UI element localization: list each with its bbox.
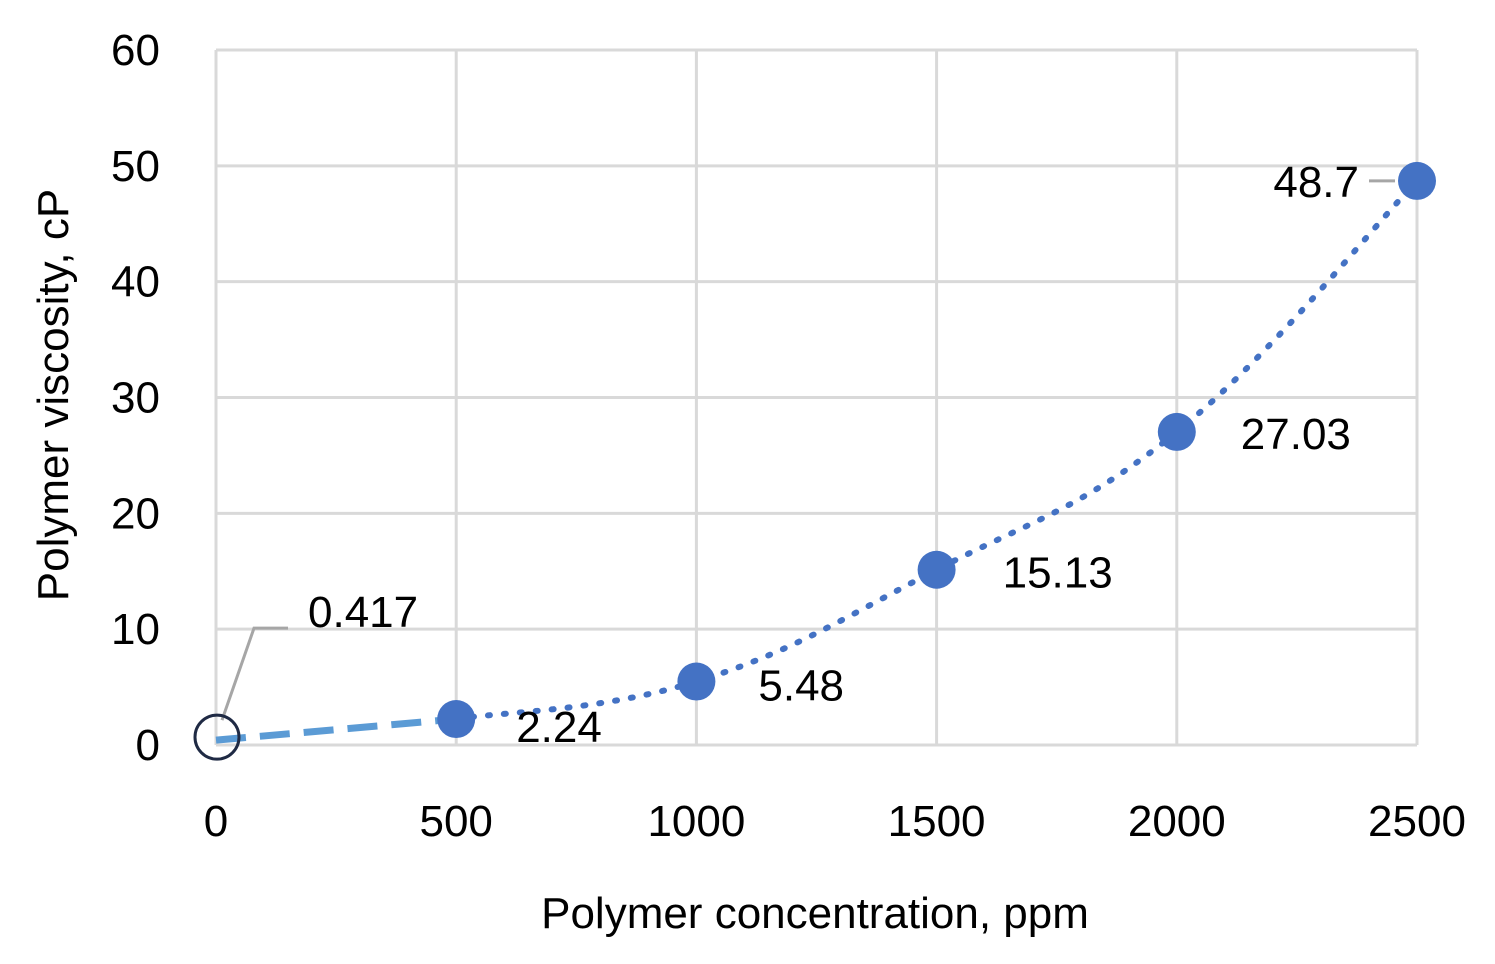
- y-tick-label: 10: [111, 605, 160, 654]
- y-axis-title: Polymer viscosity, cP: [29, 189, 78, 601]
- data-point: [917, 550, 956, 589]
- data-label: 2.24: [516, 703, 602, 752]
- y-tick-label: 50: [111, 142, 160, 191]
- series-line-dashed: [215, 715, 457, 744]
- y-tick-label: 30: [111, 374, 160, 423]
- data-label: 48.7: [1273, 158, 1359, 207]
- highlight-circle: [193, 713, 241, 761]
- x-tick-label: 2000: [1128, 797, 1226, 846]
- data-label: 5.48: [758, 662, 844, 711]
- data-labels: 0.417 2.24 5.48 15.13 27.03 48.7: [308, 158, 1359, 752]
- x-tick-label: 1000: [647, 797, 745, 846]
- data-point: [437, 700, 476, 739]
- y-tick-label: 0: [136, 721, 160, 770]
- grid: [214, 48, 1419, 747]
- y-tick-label: 60: [111, 26, 160, 75]
- data-label: 27.03: [1241, 410, 1351, 459]
- data-points: [193, 161, 1436, 761]
- y-tick-label: 20: [111, 489, 160, 538]
- series-lines: [215, 177, 1420, 744]
- x-tick-label: 2500: [1368, 797, 1466, 846]
- tick-labels: 0 10 20 30 40 50 60 0 500 1000 1500 2000 2500: [111, 26, 1466, 846]
- data-label: 15.13: [1003, 549, 1113, 598]
- x-tick-label: 500: [419, 797, 492, 846]
- x-axis-title: Polymer concentration, ppm: [541, 889, 1089, 938]
- data-point: [677, 662, 716, 701]
- data-point: [1157, 412, 1196, 451]
- data-point: [1398, 161, 1436, 200]
- leader-line: [220, 626, 288, 721]
- data-label: 0.417: [308, 588, 418, 637]
- y-tick-label: 40: [111, 258, 160, 307]
- x-tick-label: 1500: [888, 797, 986, 846]
- x-tick-label: 0: [204, 797, 228, 846]
- leader-lines: [220, 179, 1395, 721]
